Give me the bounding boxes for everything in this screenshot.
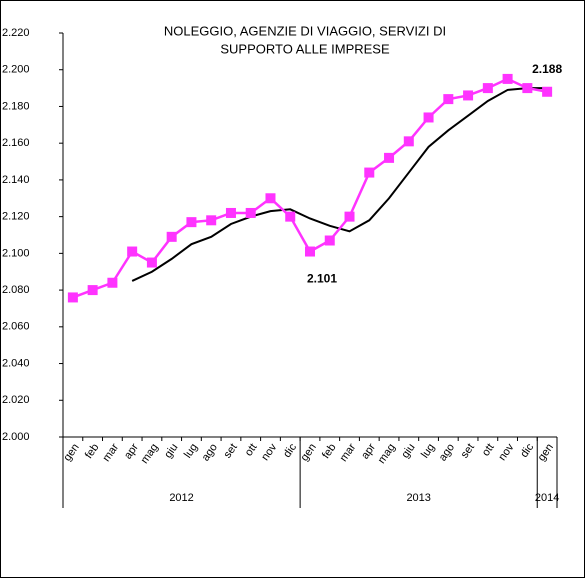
series-line: [72, 77, 548, 299]
y-tick-label: 2.100: [2, 247, 30, 259]
y-tick-label: 2.220: [2, 27, 30, 39]
series-line: [131, 87, 548, 282]
x-tick-label: gen: [61, 442, 81, 464]
y-tick-label: 2.140: [2, 174, 30, 186]
marker: [324, 235, 335, 246]
marker: [443, 94, 454, 105]
marker: [463, 90, 474, 101]
y-tick-label: 2.160: [2, 137, 30, 149]
year-label: 2014: [535, 492, 559, 504]
x-tick-label: giu: [399, 442, 417, 461]
marker: [542, 86, 553, 97]
x-tick-label: set: [459, 442, 477, 461]
marker: [522, 83, 533, 94]
data-label: 2.188: [532, 62, 562, 76]
marker: [423, 112, 434, 123]
chart-title: SUPPORTO ALLE IMPRESE: [220, 41, 390, 56]
x-tick-label: mag: [376, 442, 398, 466]
y-tick-label: 2.060: [2, 321, 30, 333]
x-tick-label: nov: [496, 441, 516, 463]
marker: [127, 246, 138, 257]
year-label: 2013: [406, 492, 430, 504]
marker: [245, 207, 256, 218]
x-tick-label: gen: [536, 442, 556, 464]
x-tick-label: nov: [259, 441, 279, 463]
marker: [265, 193, 276, 204]
x-tick-label: ago: [437, 442, 457, 464]
marker: [364, 167, 375, 178]
marker: [67, 292, 78, 303]
data-label: 2.101: [307, 272, 337, 286]
x-tick-label: mag: [139, 442, 161, 466]
x-tick-label: dic: [518, 441, 536, 460]
x-tick-label: lug: [419, 442, 437, 461]
y-tick-label: 2.000: [2, 431, 30, 443]
x-tick-label: dic: [281, 441, 299, 460]
year-label: 2012: [169, 492, 193, 504]
x-tick-label: mar: [338, 441, 359, 464]
marker: [344, 211, 355, 222]
marker: [285, 211, 296, 222]
x-tick-label: lug: [182, 442, 200, 461]
x-tick-label: gen: [298, 442, 318, 464]
marker: [107, 277, 118, 288]
y-tick-label: 2.040: [2, 357, 30, 369]
marker: [206, 215, 217, 226]
x-tick-label: ott: [480, 442, 497, 459]
marker: [403, 136, 414, 147]
x-tick-label: set: [222, 442, 240, 461]
y-tick-label: 2.200: [2, 64, 30, 76]
y-tick-label: 2.180: [2, 100, 30, 112]
x-tick-label: feb: [83, 442, 102, 461]
marker: [225, 207, 236, 218]
x-tick-label: feb: [320, 442, 339, 461]
chart-title: NOLEGGIO, AGENZIE DI VIAGGIO, SERVIZI DI: [164, 23, 446, 38]
marker: [166, 231, 177, 242]
marker: [482, 83, 493, 94]
marker: [146, 257, 157, 268]
x-tick-label: mar: [101, 441, 122, 464]
marker: [305, 246, 315, 257]
y-tick-label: 2.120: [2, 211, 30, 223]
marker: [186, 217, 197, 228]
y-tick-label: 2.020: [2, 394, 30, 406]
marker: [87, 285, 98, 296]
y-tick-label: 2.080: [2, 284, 30, 296]
x-tick-label: ago: [200, 442, 220, 464]
marker: [502, 73, 513, 84]
x-tick-label: giu: [162, 442, 180, 461]
x-tick-label: ott: [243, 442, 260, 459]
marker: [384, 152, 395, 163]
